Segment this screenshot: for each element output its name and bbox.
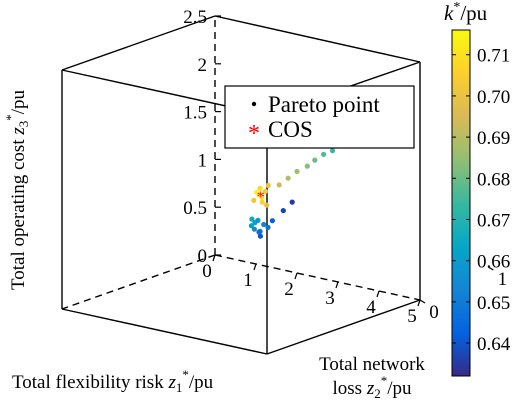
colorbar: k*/pu 0.64 0.65 0.66 0.67 0.68 0.69 0.70 0.71 bbox=[444, 0, 511, 377]
x-tick-label: 0 bbox=[202, 261, 212, 282]
colorbar-ticks: 0.64 0.65 0.66 0.67 0.68 0.69 0.70 0.71 bbox=[452, 46, 511, 355]
pareto-point bbox=[329, 148, 336, 154]
z-tick-label: 2 bbox=[198, 55, 208, 76]
x-tick-mark bbox=[253, 263, 257, 271]
z-axis-label-var: z bbox=[8, 127, 29, 136]
x-axis-label-sub: 1 bbox=[176, 380, 183, 395]
box-edge-top-back-left bbox=[61, 15, 216, 71]
legend-label-pareto: Pareto point bbox=[268, 92, 380, 117]
pareto-point bbox=[294, 168, 300, 175]
x-tick-label: 4 bbox=[366, 297, 376, 318]
box-edge-back-floor-right bbox=[214, 254, 421, 301]
axis-ticks: 012345012300.511.522.5 bbox=[183, 7, 508, 327]
colorbar-tick-label: 0.69 bbox=[477, 128, 510, 149]
pareto-point bbox=[259, 194, 265, 200]
y-axis-label-line1: Total network bbox=[319, 354, 425, 375]
colorbar-tick-label: 0.65 bbox=[477, 293, 510, 314]
pareto-point bbox=[251, 226, 257, 232]
box-edge-top-back-right bbox=[214, 15, 421, 63]
pareto-point bbox=[265, 224, 271, 230]
colorbar-tick-label: 0.66 bbox=[477, 252, 510, 273]
legend-marker-cos: * bbox=[248, 121, 260, 147]
colorbar-gradient bbox=[451, 29, 471, 377]
z-axis-label-unit: /pu bbox=[8, 89, 29, 114]
legend-box bbox=[224, 85, 415, 149]
colorbar-tick-label: 0.70 bbox=[477, 87, 510, 108]
pareto-point bbox=[276, 182, 282, 188]
y-tick-label: 1 bbox=[498, 269, 508, 290]
pareto-point bbox=[264, 202, 270, 208]
box-edge-front-floor-left bbox=[61, 308, 268, 355]
cos-point: * bbox=[257, 189, 265, 206]
legend-marker-pareto bbox=[251, 101, 257, 107]
x-axis-label-sup: * bbox=[182, 367, 189, 382]
z-tick-label: 0 bbox=[198, 246, 208, 267]
y-axis-label-prefix: loss bbox=[332, 378, 366, 399]
pareto-point bbox=[280, 208, 286, 214]
pareto-point bbox=[249, 216, 255, 222]
box-edge-back-floor-left bbox=[61, 254, 216, 310]
y-tick-mark bbox=[488, 266, 494, 271]
y-tick-label: 0 bbox=[429, 302, 439, 323]
colorbar-title-var: k bbox=[444, 1, 454, 25]
colorbar-tick-label: 0.67 bbox=[477, 210, 510, 231]
scatter-points: * bbox=[248, 138, 353, 239]
pareto-point bbox=[261, 221, 267, 228]
axis-labels: Total flexibility risk z1*/pu Total netw… bbox=[3, 89, 425, 401]
z-axis-label-sub: 3 bbox=[16, 121, 31, 128]
z-axis-label: Total operating cost z3*/pu bbox=[3, 89, 31, 290]
pareto-point bbox=[321, 151, 327, 157]
y-axis-label-sup: * bbox=[381, 373, 388, 388]
pareto-point bbox=[304, 163, 310, 169]
pareto-point bbox=[312, 157, 318, 163]
colorbar-title-unit: /pu bbox=[460, 1, 487, 25]
colorbar-tick-label: 0.68 bbox=[477, 169, 510, 190]
x-tick-mark bbox=[335, 281, 339, 289]
pareto-point bbox=[256, 229, 262, 235]
pareto-point bbox=[289, 199, 295, 205]
z-tick-label: 2.5 bbox=[183, 7, 207, 28]
colorbar-tick-label: 0.64 bbox=[477, 334, 511, 355]
z-axis-label-prefix: Total operating cost bbox=[8, 135, 29, 290]
x-tick-mark bbox=[417, 299, 421, 307]
legend-label-cos: COS bbox=[268, 117, 313, 142]
pareto-point bbox=[259, 199, 265, 205]
pareto-point bbox=[269, 218, 275, 224]
z-tick-label: 1 bbox=[198, 150, 208, 171]
z-axis-label-sup: * bbox=[3, 114, 18, 121]
pareto-point bbox=[265, 182, 271, 188]
box-edge-front-floor-right bbox=[266, 299, 421, 355]
x-tick-mark bbox=[212, 254, 216, 262]
y-axis-label-var: z bbox=[366, 378, 375, 399]
colorbar-tick-label: 0.71 bbox=[477, 46, 510, 67]
x-axis-label-unit: /pu bbox=[189, 372, 214, 393]
z-tick-label: 1.5 bbox=[183, 103, 207, 124]
x-axis-label: Total flexibility risk z1*/pu bbox=[12, 367, 214, 395]
x-axis-label-prefix: Total flexibility risk bbox=[12, 372, 168, 393]
y-axis-label-line2: loss z2*/pu bbox=[332, 373, 412, 401]
colorbar-title-sup: * bbox=[453, 0, 460, 15]
x-tick-label: 3 bbox=[325, 288, 335, 309]
pareto-point bbox=[257, 233, 263, 239]
colorbar-title: k*/pu bbox=[444, 0, 488, 25]
x-axis-label-var: z bbox=[167, 372, 176, 393]
x-tick-label: 1 bbox=[243, 270, 253, 291]
x-tick-mark bbox=[376, 290, 380, 298]
pareto-point bbox=[251, 197, 257, 203]
y-tick-mark bbox=[419, 299, 426, 304]
pareto-point bbox=[248, 223, 254, 229]
x-tick-label: 5 bbox=[407, 306, 417, 327]
y-axis-label-sub: 2 bbox=[374, 386, 381, 401]
x-tick-label: 2 bbox=[284, 279, 294, 300]
pareto-point bbox=[285, 175, 291, 181]
z-tick-label: 0.5 bbox=[183, 198, 207, 219]
pareto-point bbox=[257, 185, 263, 191]
pareto-point bbox=[255, 217, 261, 223]
legend: Pareto point * COS bbox=[224, 85, 415, 149]
pareto-point bbox=[262, 188, 268, 194]
y-axis-label-unit: /pu bbox=[387, 378, 412, 399]
x-tick-mark bbox=[294, 272, 298, 280]
